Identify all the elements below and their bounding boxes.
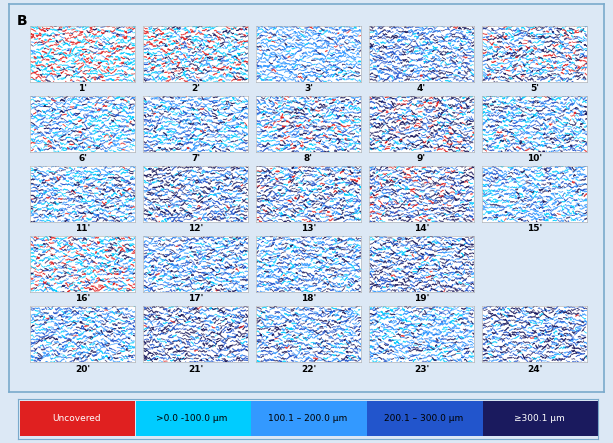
Text: 8': 8' — [304, 154, 313, 163]
Text: 15': 15' — [527, 224, 542, 233]
Bar — [135, 401, 251, 436]
Text: 14': 14' — [414, 224, 429, 233]
Text: 13': 13' — [301, 224, 316, 233]
Text: ≥300.1 μm: ≥300.1 μm — [514, 414, 565, 423]
Text: 18': 18' — [301, 294, 316, 303]
Bar — [367, 401, 483, 436]
Text: 5': 5' — [530, 84, 539, 93]
Text: 9': 9' — [417, 154, 426, 163]
Text: 200.1 – 300.0 μm: 200.1 – 300.0 μm — [384, 414, 463, 423]
Bar — [251, 401, 367, 436]
Text: 4': 4' — [417, 84, 426, 93]
Text: 7': 7' — [191, 154, 200, 163]
Text: >0.0 -100.0 μm: >0.0 -100.0 μm — [156, 414, 228, 423]
Text: 1': 1' — [78, 84, 87, 93]
Text: 21': 21' — [188, 365, 203, 373]
Text: 100.1 – 200.0 μm: 100.1 – 200.0 μm — [268, 414, 348, 423]
Text: 19': 19' — [414, 294, 429, 303]
Text: Uncovered: Uncovered — [52, 414, 101, 423]
Bar — [20, 401, 135, 436]
Text: 2': 2' — [191, 84, 200, 93]
Text: 12': 12' — [188, 224, 203, 233]
Text: 16': 16' — [75, 294, 90, 303]
Text: 6': 6' — [78, 154, 87, 163]
Text: 3': 3' — [304, 84, 313, 93]
Bar — [483, 401, 599, 436]
Text: 10': 10' — [527, 154, 542, 163]
Text: 20': 20' — [75, 365, 90, 373]
Text: 23': 23' — [414, 365, 429, 373]
Text: 22': 22' — [301, 365, 316, 373]
Text: 24': 24' — [527, 365, 542, 373]
Text: 11': 11' — [75, 224, 90, 233]
Text: B: B — [17, 14, 27, 28]
Text: 17': 17' — [188, 294, 203, 303]
